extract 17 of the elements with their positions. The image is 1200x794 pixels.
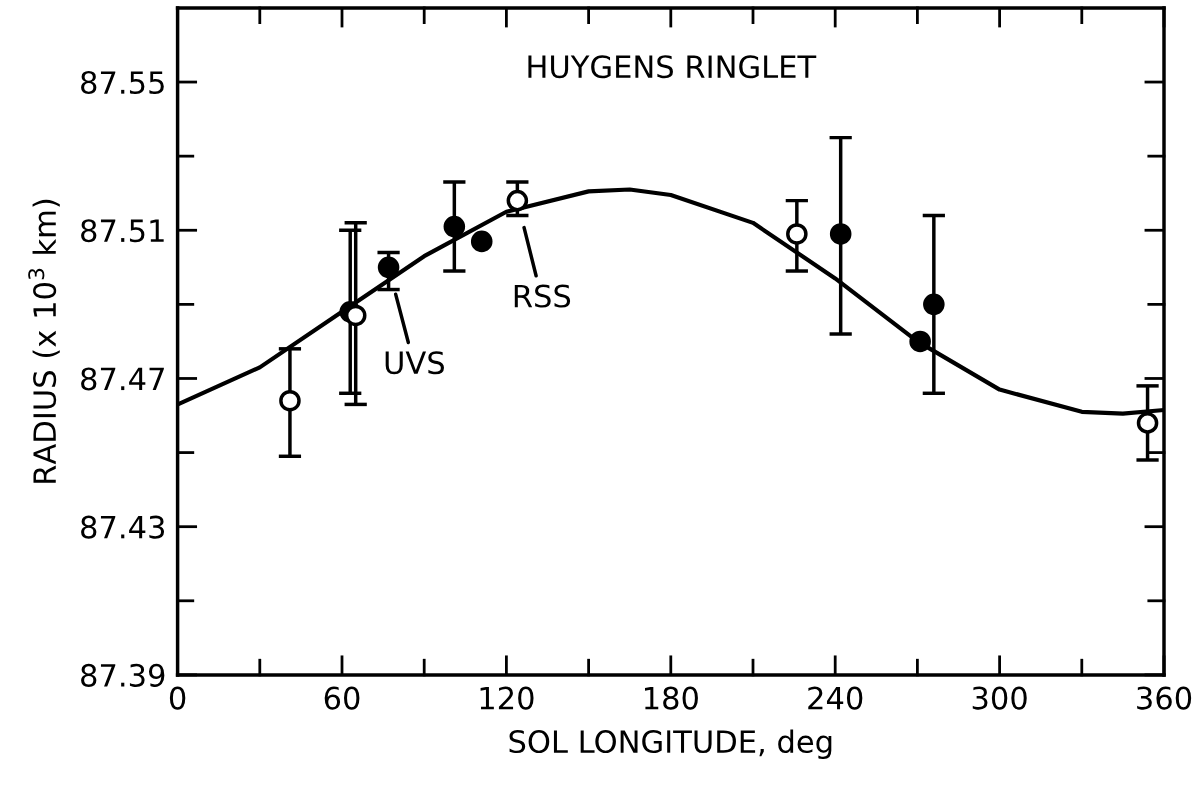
x-axis-title: SOL LONGITUDE, deg <box>509 729 832 760</box>
x-tick-label: 300 <box>972 686 1027 710</box>
x-tick-label: 180 <box>644 686 698 710</box>
y-tick-label: 87.47 <box>81 367 164 391</box>
annotation: UVS <box>385 351 444 375</box>
annotation: RSS <box>514 284 571 308</box>
y-tick-label: 87.51 <box>81 219 164 243</box>
text: HUYGENS RINGLET <box>528 55 817 79</box>
x-tick-label: 360 <box>1137 686 1192 710</box>
x-tick-label: 120 <box>480 686 534 710</box>
y-tick-label: 87.39 <box>81 663 165 687</box>
x-tick-label: 0 <box>169 686 186 710</box>
y-axis-title: RADIUS (x 10$^{3}$ km) <box>28 199 60 483</box>
x-tick-label: 240 <box>808 686 863 710</box>
y-tick-label: 87.55 <box>81 70 164 95</box>
x-tick-label: 60 <box>324 686 360 710</box>
y-tick-label: 87.43 <box>81 515 165 539</box>
